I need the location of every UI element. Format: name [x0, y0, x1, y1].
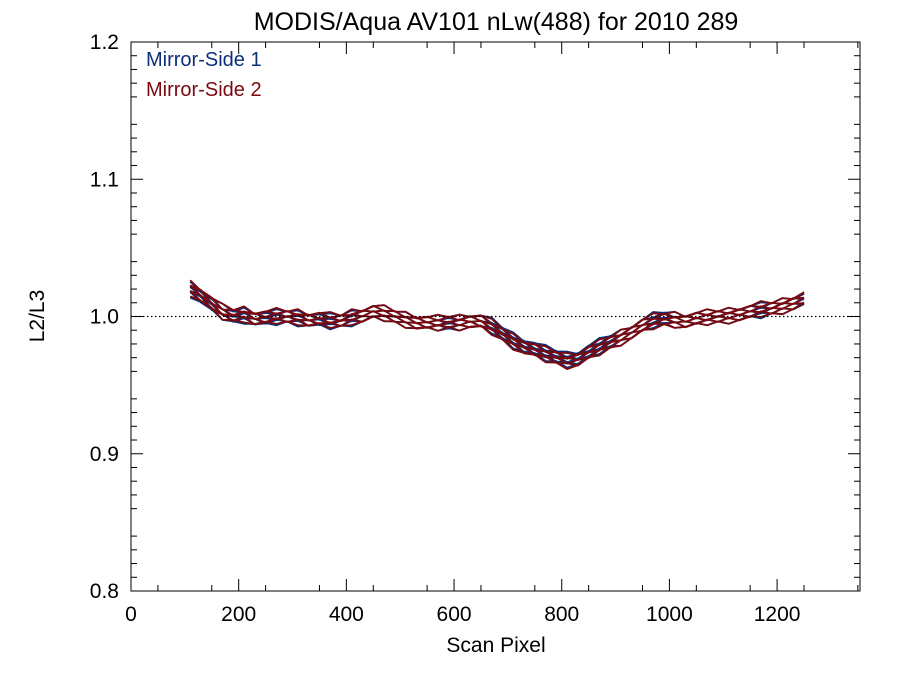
legend-item-mirror-side-1: Mirror-Side 1: [146, 49, 262, 71]
y-tick-label: 1.2: [90, 31, 119, 54]
series-layer: [189, 279, 805, 370]
x-tick-label: 200: [221, 603, 256, 626]
series-line: [189, 285, 805, 360]
x-tick-label: 0: [125, 603, 137, 626]
y-axis-label: L2/L3: [26, 290, 49, 343]
x-tick-label: 1200: [754, 603, 801, 626]
x-tick-label: 600: [437, 603, 472, 626]
series-line: [189, 295, 805, 370]
x-tick-label: 800: [544, 603, 579, 626]
series-line: [189, 279, 805, 357]
legend: Mirror-Side 1 Mirror-Side 2: [146, 49, 262, 101]
y-tick-label: 1.1: [90, 168, 119, 191]
legend-item-mirror-side-2: Mirror-Side 2: [146, 79, 262, 101]
x-tick-label: 1000: [646, 603, 693, 626]
x-tick-label: 400: [329, 603, 364, 626]
y-tick-label: 1.0: [90, 306, 119, 329]
y-tick-label: 0.8: [90, 580, 119, 603]
tick-layer: 0 200 400 600 800 1000 1200 0.8 0.9 1.0 1.1 1.2: [90, 31, 860, 626]
series-line: [189, 284, 805, 360]
x-axis-label: Scan Pixel: [446, 634, 545, 657]
chart-title: MODIS/Aqua AV101 nLw(488) for 2010 289: [254, 8, 739, 36]
y-tick-label: 0.9: [90, 443, 119, 466]
series-2: [189, 279, 805, 370]
